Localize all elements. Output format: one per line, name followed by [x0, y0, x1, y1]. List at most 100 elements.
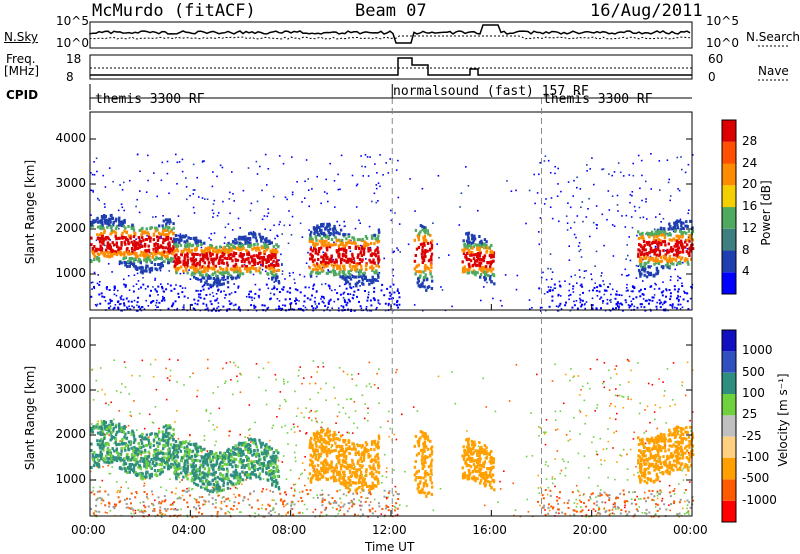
velocity-echo-cell	[100, 443, 103, 447]
power-scatter-point	[377, 280, 379, 282]
velocity-echo-cell	[344, 460, 348, 464]
velocity-echo-cell	[325, 449, 328, 453]
power-scatter-point	[152, 216, 154, 218]
beam-title: Beam 07	[355, 1, 427, 21]
power-scatter-point	[281, 273, 284, 275]
power-scatter-point	[617, 210, 619, 212]
velocity-scatter-point	[356, 426, 359, 429]
power-echo-cell	[133, 251, 136, 255]
power-echo-cell	[157, 246, 160, 249]
velocity-echo-cell	[183, 454, 186, 458]
power-scatter-point	[662, 281, 664, 283]
power-echo-cell	[154, 229, 157, 233]
velocity-echo-cell	[199, 485, 203, 489]
velocity-echo-cell	[218, 486, 221, 489]
power-scatter-point	[255, 309, 258, 312]
velocity-scatter-point	[294, 390, 296, 393]
power-echo-cell	[340, 240, 343, 244]
velocity-echo-cell	[222, 488, 225, 492]
velocity-scatter-point	[181, 479, 183, 481]
power-echo-cell	[258, 232, 261, 236]
velocity-echo-cell	[211, 479, 214, 483]
power-echo-cell	[139, 270, 143, 274]
velocity-echo-cell	[167, 432, 170, 436]
velocity-scatter-point	[399, 504, 401, 506]
power-echo-cell	[262, 250, 266, 254]
velocity-scatter-point	[383, 515, 386, 518]
velocity-echo-cell	[178, 466, 182, 470]
power-scatter-point	[602, 168, 605, 170]
power-echo-cell	[146, 231, 150, 235]
power-echo-cell	[240, 235, 243, 239]
power-scatter-point	[611, 174, 613, 177]
velocity-scatter-point	[269, 439, 271, 442]
velocity-echo-cell	[166, 441, 170, 445]
power-echo-cell	[326, 234, 330, 238]
velocity-echo-cell	[152, 438, 156, 442]
velocity-scatter-point	[335, 433, 338, 436]
velocity-colorbar-tick-label: -1000	[742, 492, 777, 507]
velocity-echo-cell	[346, 464, 350, 467]
power-scatter-point	[206, 198, 209, 200]
velocity-echo-cell	[246, 475, 249, 479]
power-scatter-point	[288, 272, 291, 274]
power-echo-cell	[211, 273, 214, 277]
power-echo-cell	[156, 239, 160, 242]
power-echo-cell	[222, 278, 225, 282]
velocity-echo-cell	[271, 454, 274, 458]
velocity-scatter-point	[90, 470, 92, 473]
velocity-echo-cell	[360, 465, 363, 469]
power-scatter-point	[339, 188, 341, 191]
velocity-scatter-point	[152, 504, 155, 507]
power-scatter-point	[158, 257, 160, 260]
velocity-scatter-point	[206, 450, 209, 452]
velocity-scatter-point	[663, 394, 665, 397]
power-echo-cell	[258, 248, 261, 252]
power-scatter-point	[258, 296, 260, 299]
power-scatter-point	[136, 198, 138, 201]
velocity-echo-cell	[191, 463, 195, 467]
power-echo-cell	[210, 244, 214, 248]
power-echo-cell	[373, 278, 376, 281]
power-echo-cell	[261, 246, 265, 250]
power-colorbar-tick-label: 28	[742, 133, 758, 148]
power-echo-cell	[147, 244, 150, 248]
power-scatter-point	[398, 223, 401, 225]
power-echo-cell	[213, 282, 216, 286]
velocity-echo-cell	[273, 479, 276, 483]
power-echo-cell	[92, 258, 96, 262]
power-scatter-point	[184, 287, 187, 289]
velocity-scatter-point	[298, 369, 300, 372]
power-echo-cell	[180, 265, 183, 269]
power-scatter-point	[575, 236, 577, 239]
velocity-scatter-point	[108, 472, 111, 475]
velocity-scatter-point	[192, 372, 194, 375]
power-scatter-point	[129, 179, 131, 182]
velocity-scatter-point	[124, 366, 127, 369]
velocity-echo-cell	[222, 484, 225, 488]
power-scatter-point	[177, 215, 180, 217]
velocity-echo-cell	[174, 440, 178, 443]
power-echo-cell	[125, 261, 129, 265]
power-scatter-point	[139, 190, 141, 192]
power-scatter-point	[223, 242, 226, 244]
power-echo-cell	[144, 266, 148, 270]
power-scatter-point	[308, 229, 310, 231]
velocity-echo-cell	[129, 458, 132, 462]
power-echo-cell	[256, 255, 259, 258]
velocity-echo-cell	[209, 457, 212, 461]
velocity-scatter-point	[580, 506, 582, 508]
power-scatter-point	[545, 198, 547, 200]
velocity-echo-cell	[107, 429, 111, 433]
velocity-echo-cell	[108, 461, 111, 465]
velocity-scatter-point	[666, 368, 669, 370]
power-scatter-point	[584, 307, 586, 310]
velocity-scatter-point	[573, 375, 575, 377]
power-scatter-point	[596, 227, 598, 230]
power-scatter-point	[553, 287, 555, 289]
power-scatter-point	[344, 225, 346, 227]
velocity-scatter-point	[556, 428, 559, 431]
velocity-echo-cell	[151, 462, 154, 465]
power-scatter-point	[628, 306, 631, 309]
velocity-echo-cell	[193, 481, 196, 485]
